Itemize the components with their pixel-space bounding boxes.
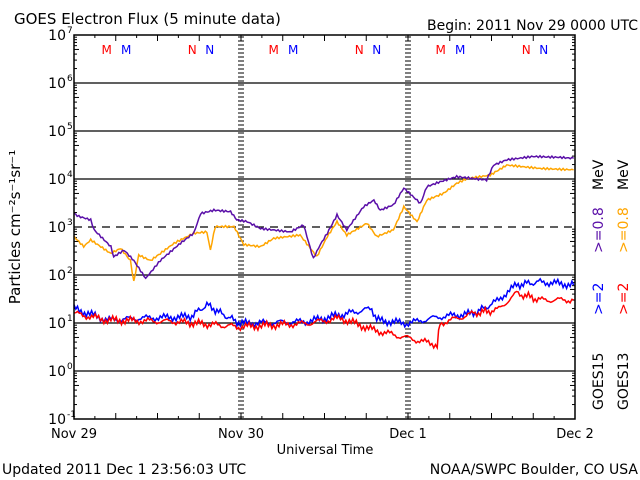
y-tick-exponent: 7 [67, 26, 73, 36]
legend-goes13-sat: GOES13 [616, 353, 632, 410]
y-tick-label: 10 [48, 268, 66, 284]
y-axis-label: Particles cm⁻²s⁻¹sr⁻¹ [6, 150, 24, 304]
marker-m: M [121, 43, 131, 57]
marker-m: M [288, 43, 298, 57]
y-tick-exponent: 5 [67, 122, 73, 132]
y-tick-exponent: 4 [67, 170, 73, 180]
legend-goes13-e2: >=2 [616, 283, 632, 315]
series-line-goes15-0-8-mev [73, 154, 575, 280]
marker-n: N [522, 43, 531, 57]
series-line-goes13-0-8-mev [73, 163, 574, 282]
plot-frame [73, 34, 576, 420]
y-tick-label: 10 [48, 172, 66, 188]
updated-timestamp: Updated 2011 Dec 1 23:56:03 UTC [2, 462, 246, 478]
legend-goes13-mev: MeV [616, 159, 632, 190]
y-tick-label: 10 [48, 364, 66, 380]
marker-n: N [539, 43, 548, 57]
marker-n: N [355, 43, 364, 57]
legend-goes15-e08: >=0.8 [591, 207, 607, 253]
y-tick-label: 10 [48, 412, 66, 428]
y-tick-label: 10 [48, 76, 66, 92]
y-tick-exponent: 0 [67, 362, 73, 372]
marker-m: M [269, 43, 279, 57]
y-tick-exponent: -1 [67, 410, 76, 420]
marker-m: M [436, 43, 446, 57]
y-tick-label: 10 [48, 124, 66, 140]
begin-label: Begin: 2011 Nov 29 0000 UTC [427, 18, 638, 34]
marker-n: N [205, 43, 214, 57]
y-tick-exponent: 1 [67, 314, 73, 324]
x-axis-label: Universal Time [277, 443, 374, 458]
x-tick-label: Dec 2 [556, 427, 594, 442]
x-tick-label: Dec 1 [389, 427, 427, 442]
legend-goes15-sat: GOES15 [591, 353, 607, 410]
credit-label: NOAA/SWPC Boulder, CO USA [430, 462, 639, 478]
y-tick-label: 10 [48, 316, 66, 332]
x-tick-label: Nov 29 [51, 427, 97, 442]
marker-m: M [455, 43, 465, 57]
marker-n: N [188, 43, 197, 57]
x-tick-label: Nov 30 [218, 427, 264, 442]
y-tick-label: 10 [48, 28, 66, 44]
legend-goes15-mev: MeV [591, 159, 607, 190]
marker-n: N [372, 43, 381, 57]
chart-title: GOES Electron Flux (5 minute data) [14, 10, 281, 28]
series-line-goes15-2-mev [73, 277, 575, 329]
marker-m: M [102, 43, 112, 57]
y-tick-label: 10 [48, 220, 66, 236]
y-tick-exponent: 2 [67, 266, 73, 276]
series-line-goes13-2-mev [73, 289, 574, 351]
y-tick-exponent: 3 [67, 218, 73, 228]
y-tick-exponent: 6 [67, 74, 73, 84]
legend-goes15-e2: >=2 [591, 283, 607, 315]
legend-goes13-e08: >=0.8 [616, 207, 632, 253]
